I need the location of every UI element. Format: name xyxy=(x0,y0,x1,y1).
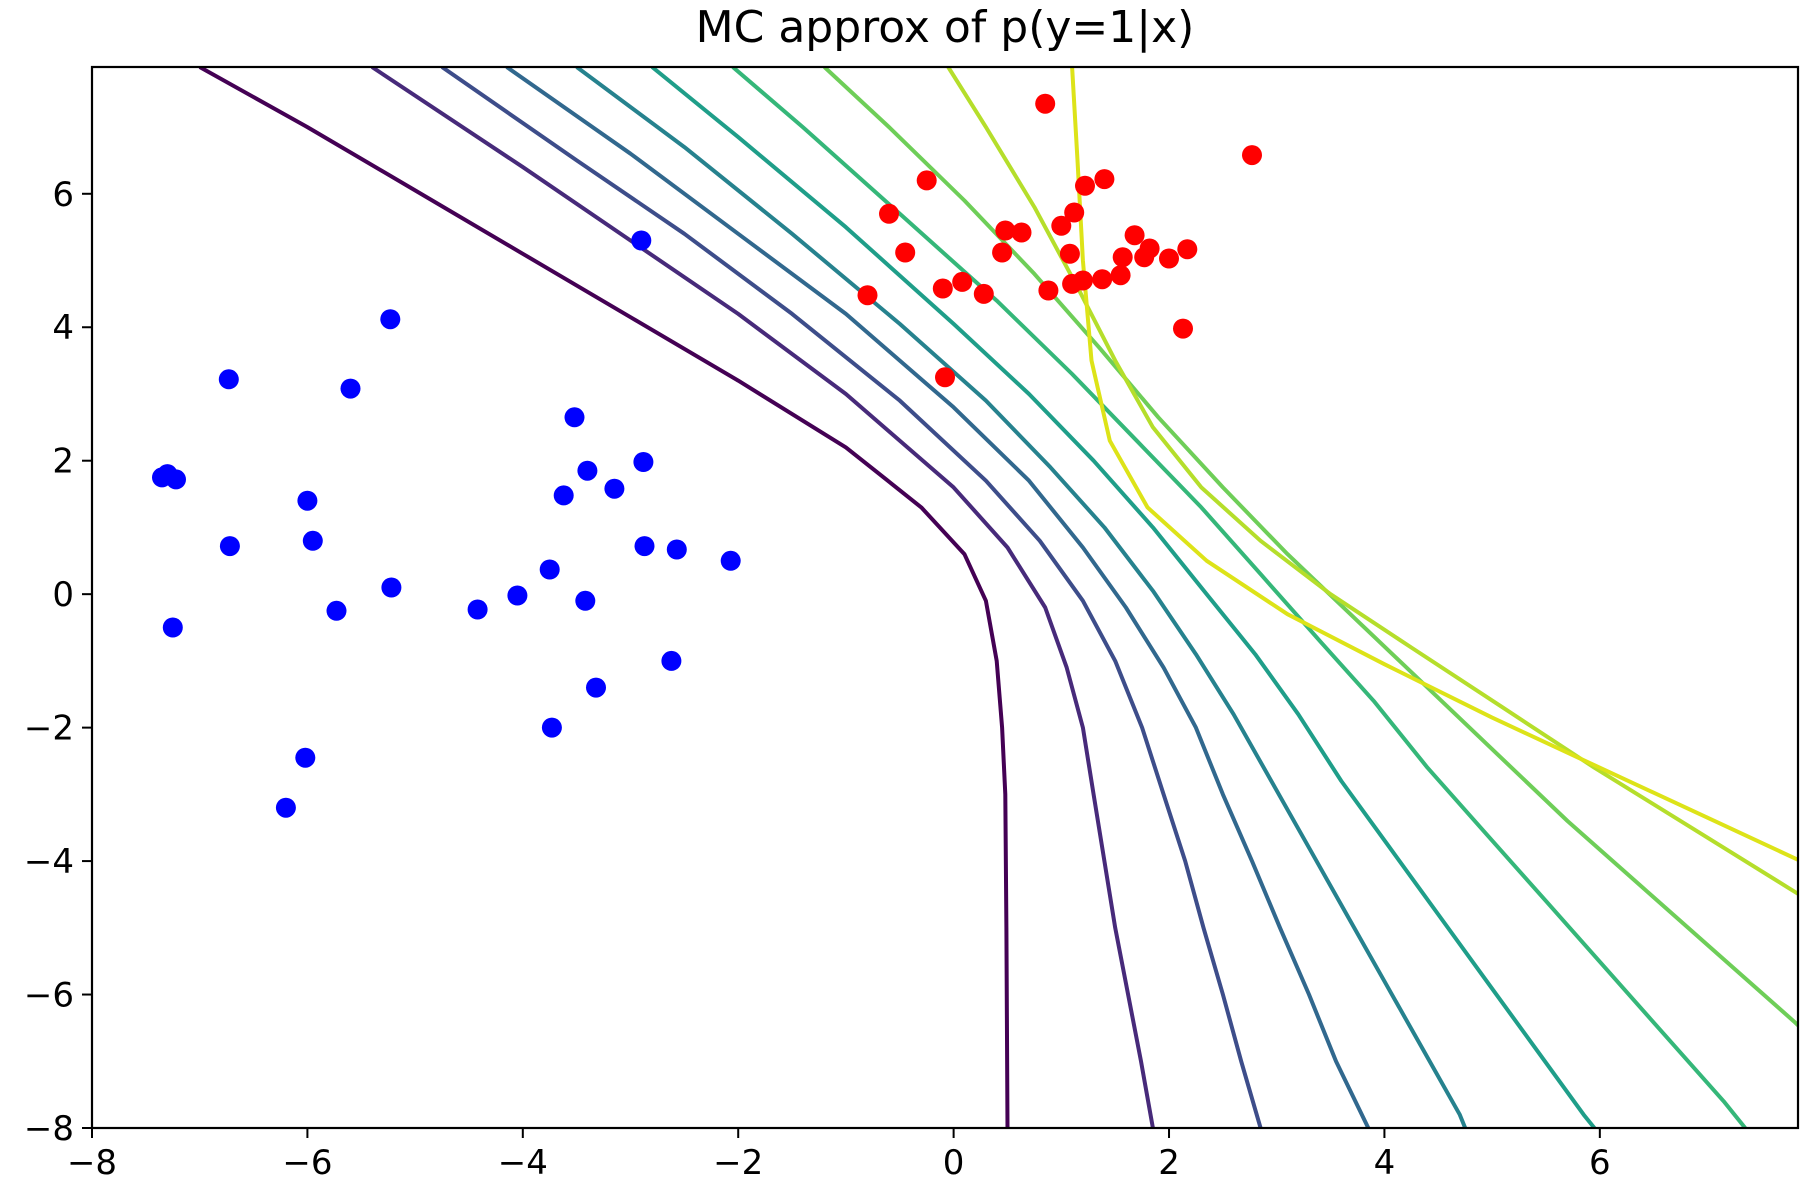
data-point-series-2-9 xyxy=(992,242,1013,263)
data-point-series-1-4 xyxy=(162,617,183,638)
point-layer xyxy=(152,93,1262,818)
y-tick-label: −4 xyxy=(24,842,74,882)
contour-line-3 xyxy=(440,67,1263,1128)
data-point-series-2-3 xyxy=(895,242,916,263)
data-point-series-2-1 xyxy=(857,285,878,306)
x-tick-label: −4 xyxy=(498,1143,548,1183)
data-point-series-2-24 xyxy=(1124,225,1145,246)
data-point-series-1-5 xyxy=(218,369,239,390)
data-point-series-1-19 xyxy=(553,485,574,506)
y-tick-label: 6 xyxy=(52,175,74,215)
contour-line-6 xyxy=(650,67,1596,1128)
data-point-series-1-17 xyxy=(539,559,560,580)
data-point-series-1-13 xyxy=(380,309,401,330)
data-point-series-2-7 xyxy=(952,271,973,292)
data-point-series-2-11 xyxy=(1011,222,1032,243)
data-point-series-1-6 xyxy=(219,536,240,557)
data-point-series-1-21 xyxy=(577,460,598,481)
data-point-series-1-22 xyxy=(575,590,596,611)
y-tick-label: 0 xyxy=(52,575,74,615)
x-tick-label: 0 xyxy=(943,1143,965,1183)
data-point-series-2-6 xyxy=(935,367,955,388)
y-tick-label: 4 xyxy=(52,308,74,348)
data-point-series-2-13 xyxy=(1038,280,1059,301)
data-point-series-2-4 xyxy=(916,170,937,191)
x-tick-label: 4 xyxy=(1374,1143,1396,1183)
data-point-series-2-18 xyxy=(1072,270,1093,291)
data-point-series-2-15 xyxy=(1059,243,1080,264)
data-point-series-2-8 xyxy=(973,283,994,304)
data-point-series-2-28 xyxy=(1173,318,1193,339)
data-point-series-1-30 xyxy=(631,230,652,251)
data-point-series-2-10 xyxy=(995,220,1016,241)
x-tick-label: 6 xyxy=(1589,1143,1611,1183)
axes-frame xyxy=(90,65,1800,1130)
data-point-series-1-18 xyxy=(541,717,562,738)
data-point-series-1-14 xyxy=(381,577,402,598)
x-tick-label: −6 xyxy=(282,1143,332,1183)
data-point-series-1-8 xyxy=(302,530,323,551)
data-point-series-2-20 xyxy=(1092,269,1113,290)
data-point-series-2-30 xyxy=(1242,145,1262,166)
data-point-series-2-17 xyxy=(1064,202,1085,223)
x-tick-label: −8 xyxy=(67,1143,117,1183)
contour-line-10 xyxy=(1070,67,1798,863)
data-point-series-2-2 xyxy=(879,203,899,224)
data-point-series-2-26 xyxy=(1139,238,1160,259)
data-point-series-1-12 xyxy=(340,378,361,399)
data-point-series-1-16 xyxy=(507,585,528,606)
data-point-series-1-27 xyxy=(661,650,682,671)
data-point-series-1-24 xyxy=(604,478,625,499)
data-point-series-1-11 xyxy=(326,600,347,621)
y-tick-label: −2 xyxy=(24,709,74,749)
data-point-series-1-7 xyxy=(297,490,318,511)
chart-title: MC approx of p(y=1|x) xyxy=(696,2,1195,53)
data-point-series-2-22 xyxy=(1110,265,1131,286)
contour-line-8 xyxy=(823,67,1798,1028)
x-tick-label: 2 xyxy=(1158,1143,1180,1183)
data-point-series-2-29 xyxy=(1177,239,1198,260)
data-point-series-1-10 xyxy=(275,797,296,818)
y-axis: −8 −6 −4 −2 0 2 4 6 xyxy=(24,175,92,1149)
contour-line-4 xyxy=(505,67,1371,1128)
data-point-series-2-23 xyxy=(1112,247,1133,268)
y-tick-label: 2 xyxy=(52,442,74,482)
data-point-series-2-14 xyxy=(1051,215,1072,236)
data-point-series-1-28 xyxy=(666,539,687,560)
data-point-series-1-15 xyxy=(467,599,488,620)
data-point-series-1-26 xyxy=(634,536,655,557)
data-point-series-1-23 xyxy=(586,677,606,698)
data-point-series-1-9 xyxy=(295,747,316,768)
data-point-series-2-12 xyxy=(1035,93,1056,114)
data-point-series-2-19 xyxy=(1075,175,1095,196)
contour-line-9 xyxy=(946,67,1798,897)
data-point-series-1-25 xyxy=(633,452,654,472)
contour-line-7 xyxy=(731,67,1747,1128)
x-tick-label: −2 xyxy=(713,1143,763,1183)
data-point-series-1-3 xyxy=(166,469,186,490)
y-tick-label: −6 xyxy=(24,976,74,1016)
contour-line-1 xyxy=(198,67,1010,1128)
y-tick-label: −8 xyxy=(24,1109,74,1149)
contour-line-2 xyxy=(370,67,1155,1128)
contour-layer xyxy=(198,67,1798,1128)
data-point-series-1-20 xyxy=(564,407,585,428)
data-point-series-1-29 xyxy=(720,550,741,571)
x-axis: −8 −6 −4 −2 0 2 4 6 xyxy=(67,1128,1611,1183)
data-point-series-2-27 xyxy=(1159,248,1179,269)
data-point-series-2-5 xyxy=(932,278,953,299)
data-point-series-2-21 xyxy=(1094,169,1115,190)
